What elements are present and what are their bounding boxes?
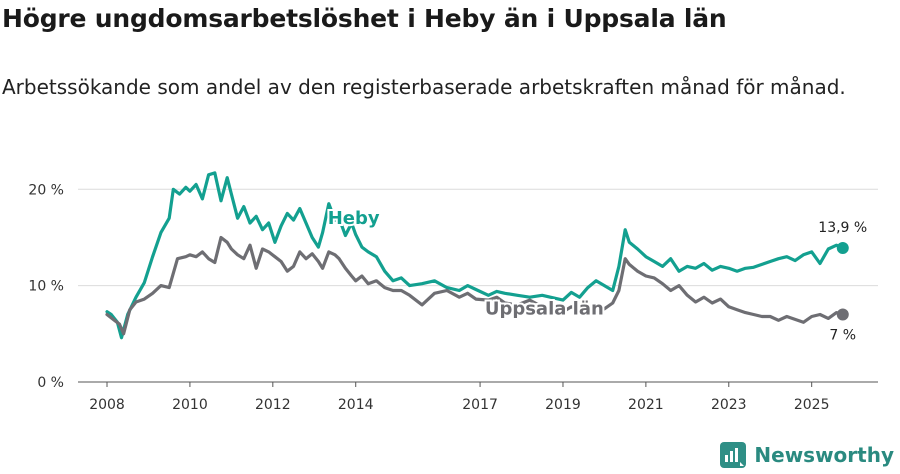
series-name-label: Heby [328, 208, 380, 229]
x-tick-label: 2012 [255, 397, 291, 413]
chart-title: Högre ungdomsarbetslöshet i Heby än i Up… [2, 4, 727, 33]
x-tick-label: 2017 [462, 397, 498, 413]
y-tick-label: 0 % [37, 375, 64, 391]
series-endpoint-uppsala-län [836, 308, 849, 321]
x-tick-label: 2025 [794, 397, 830, 413]
x-tick-label: 2010 [172, 397, 208, 413]
x-tick-label: 2008 [89, 397, 125, 413]
gridlines [78, 188, 878, 287]
y-tick-label: 20 % [28, 182, 64, 198]
y-axis-ticks: 0 % 10 % 20 % [28, 182, 64, 391]
chart-subtitle: Arbetssökande som andel av den registerb… [2, 75, 846, 99]
series-labels: 13,9 % 7 % Heby Uppsala län [326, 206, 868, 344]
y-tick-label: 10 % [28, 279, 64, 295]
x-tick-label: 2014 [338, 397, 374, 413]
newsworthy-brand[interactable]: Newsworthy [720, 442, 894, 468]
series-lines [105, 171, 849, 340]
x-tick-label: 2021 [628, 397, 664, 413]
series-name-label: Uppsala län [485, 299, 604, 320]
series-line-uppsala-län [105, 235, 845, 336]
series-endpoint-heby [836, 242, 849, 255]
x-tick-label: 2019 [545, 397, 581, 413]
series-line-heby [105, 171, 845, 340]
end-label-uppsala: 7 % [829, 328, 856, 344]
x-tick-label: 2023 [711, 397, 747, 413]
brand-name: Newsworthy [754, 443, 894, 467]
newsworthy-logo-icon [720, 442, 747, 468]
x-axis: 2008 2010 2012 2014 2017 2019 2021 2023 2025 [78, 381, 878, 413]
end-label-heby: 13,9 % [818, 220, 867, 236]
